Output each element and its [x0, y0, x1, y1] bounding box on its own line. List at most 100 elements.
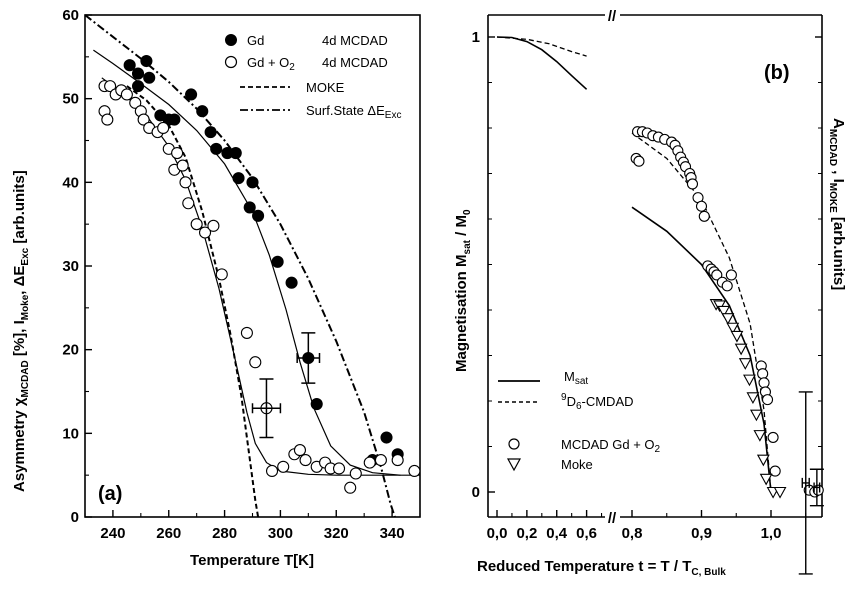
a-point-gdo2	[207, 219, 220, 232]
b-point-mcdad	[695, 200, 708, 212]
b-y-tick-label: 0	[472, 484, 480, 501]
a-point-gdo2	[182, 197, 195, 210]
b-x-tick-label: 1,0	[761, 525, 782, 542]
a-point-gdo2	[391, 454, 404, 467]
b-point-moke	[746, 392, 760, 405]
b-point-mcdad	[767, 431, 779, 443]
legend-moke-b-label: Moke	[561, 457, 593, 472]
a-point-gdo2	[179, 176, 192, 189]
b-point-moke	[726, 322, 740, 335]
a-point-gd	[380, 431, 393, 444]
a-point-gdo2	[190, 218, 203, 231]
a-point-gdo2	[101, 113, 114, 126]
a-point-gdo2	[344, 481, 357, 494]
b-point-moke	[721, 313, 735, 325]
legend-gdo2-method: 4d MCDAD	[322, 55, 388, 70]
a-y-tick-label: 50	[62, 91, 79, 108]
a-point-gdo2	[293, 444, 307, 457]
a-x-tick-label: 320	[324, 525, 349, 542]
a-point-gd	[229, 147, 242, 160]
panel-a-x-axis-label: Temperature T[K]	[190, 552, 314, 569]
b-series-line-right	[631, 206, 772, 493]
a-point-gd	[243, 201, 256, 214]
a-point-gdo2	[349, 467, 362, 480]
a-point-gdo2	[332, 462, 346, 475]
b-point-moke	[753, 430, 767, 442]
legend-gdo2-marker	[224, 55, 238, 69]
a-point-gdo2	[408, 464, 421, 478]
panel-a-y-axis-label: Asymmetry χMCDAD [%], IMoke, ΔEExc [arb.…	[11, 170, 31, 492]
a-point-gd	[252, 209, 265, 222]
a-point-gdo2	[299, 454, 312, 467]
a-series-line	[101, 77, 401, 476]
a-point-gd	[246, 176, 259, 189]
a-point-gd	[210, 142, 223, 155]
a-error-bar	[296, 332, 321, 384]
legend-gdo2-label: Gd + O2	[247, 55, 295, 73]
a-series-line	[93, 49, 420, 476]
b-point-mcdad	[721, 280, 733, 292]
b-series-line-left	[496, 36, 587, 57]
b-x-tick-label: 0,9	[691, 525, 712, 542]
a-point-gd	[232, 172, 245, 185]
b-point-moke	[717, 305, 731, 318]
b-x-tick-label: 0,4	[546, 525, 568, 542]
panel-b-y-axis-label: Magnetisation Msat / M0	[453, 209, 473, 372]
b-point-mcdad	[686, 178, 699, 190]
a-y-tick-label: 30	[62, 258, 79, 275]
a-point-gd	[196, 105, 209, 118]
b-point-moke	[738, 358, 752, 370]
legend-gd-method: 4d MCDAD	[322, 33, 388, 48]
a-point-gd	[285, 276, 298, 289]
panel-b-x-axis-label: Reduced Temperature t = T / TC, Bulk	[477, 558, 726, 578]
legend-msat-label: Msat	[564, 369, 588, 387]
a-point-gdo2	[374, 454, 387, 467]
a-point-gd	[123, 59, 136, 72]
b-point-mcdad	[769, 465, 781, 477]
panel-b-legend: Msat 9D6-CMDAD MCDAD Gd + O2 Moke	[498, 369, 661, 472]
panel-b: // // 0,0 0,2 0,4 0,6 0,8 0,9 1,0 0 1 (b) Magnet…	[453, 8, 847, 578]
a-point-gdo2	[176, 159, 189, 172]
legend-gd-marker	[225, 34, 237, 46]
a-point-gd	[185, 88, 198, 101]
legend-moke-marker	[506, 458, 522, 472]
b-point-mcdad	[711, 269, 723, 281]
b-error-bar	[809, 468, 824, 507]
panel-b-label: (b)	[764, 62, 790, 84]
a-point-gdo2	[265, 464, 279, 478]
b-point-moke	[743, 374, 756, 387]
a-x-tick-label: 300	[268, 525, 293, 542]
a-point-gdo2	[104, 80, 117, 93]
b-point-mcdad	[698, 210, 710, 222]
legend-gd-label: Gd	[247, 33, 264, 48]
b-x-tick-label: 0,2	[516, 525, 537, 542]
a-x-tick-label: 280	[212, 525, 237, 542]
legend-cmdad-label: 9D6-CMDAD	[561, 392, 634, 412]
a-x-tick-label: 240	[100, 525, 125, 542]
a-point-gd	[168, 113, 181, 126]
a-point-gdo2	[363, 456, 376, 469]
a-point-gdo2	[240, 326, 253, 339]
a-y-tick-label: 20	[62, 342, 79, 359]
panel-b-right-axis-label: AMCDAD , IMOKE [arb.units]	[827, 118, 847, 290]
b-point-moke	[734, 343, 748, 356]
a-point-gdo2	[249, 356, 262, 369]
a-y-tick-label: 10	[62, 425, 79, 442]
b-error-bar	[798, 391, 813, 575]
b-x-tick-label: 0,0	[487, 525, 508, 542]
a-point-gdo2	[198, 226, 212, 239]
b-point-mcdad	[725, 269, 737, 281]
b-point-mcdad	[761, 394, 774, 406]
a-point-gd	[131, 67, 145, 80]
legend-mcdad-marker	[508, 438, 520, 450]
a-point-gd	[310, 397, 323, 411]
panel-a-legend: Gd 4d MCDAD Gd + O2 4d MCDAD MOKE Surf.S…	[224, 33, 401, 121]
a-point-gd	[204, 126, 217, 139]
a-y-tick-label: 0	[71, 509, 79, 526]
a-x-tick-label: 340	[380, 525, 405, 542]
a-point-gd	[131, 80, 145, 93]
panel-a: 240 260 280 300 320 340 0 10 20 30 40 50 60 (a) Asym…	[11, 7, 421, 569]
b-point-moke	[756, 454, 770, 467]
b-point-moke	[759, 473, 773, 486]
